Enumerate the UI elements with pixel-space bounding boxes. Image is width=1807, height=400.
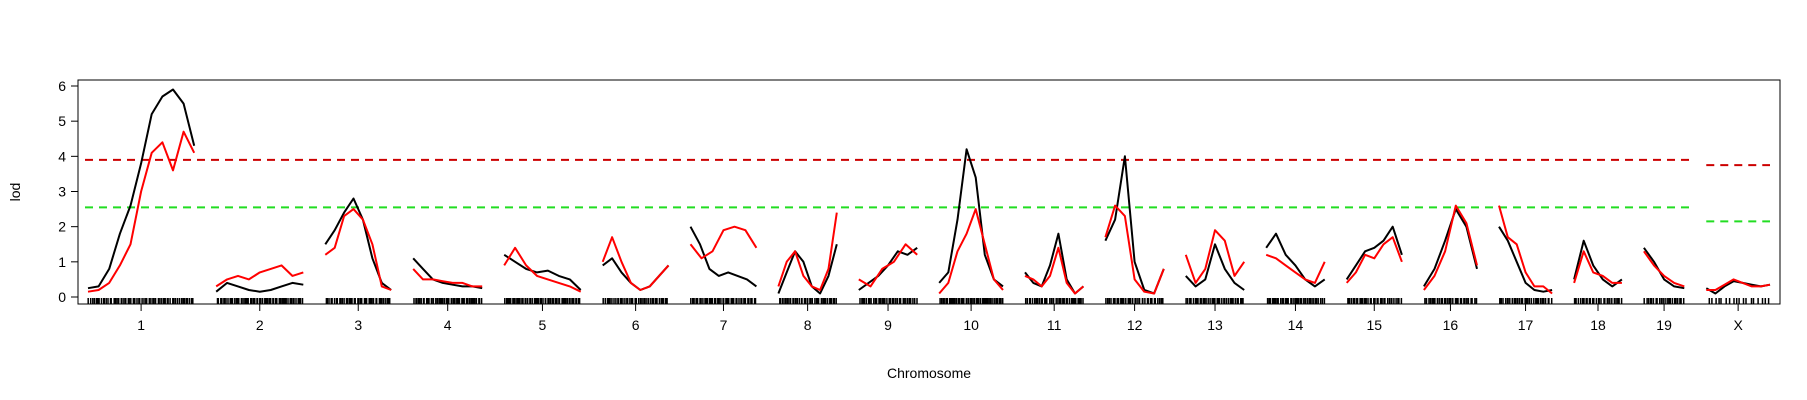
red-lod-chr-18 [1573,250,1622,284]
x-tick-label-chr-X: X [1733,317,1743,333]
x-tick-label-chr-13: 13 [1207,317,1223,333]
marker-rug-chr-2 [216,298,304,304]
black-lod-chr-8 [777,244,838,295]
red-lod-chr-17 [1498,205,1553,295]
x-tick-label-chr-4: 4 [444,317,452,333]
red-lod-chr-6 [601,236,670,291]
y-tick-label-4: 4 [58,148,66,164]
marker-rug-chr-8 [779,298,837,304]
x-tick-label-chr-5: 5 [539,317,547,333]
black-lod-chr-17 [1498,226,1553,293]
y-tick-label-2: 2 [58,219,66,235]
x-axis-title: Chromosome [887,365,971,381]
red-lod-chr-5 [503,246,582,293]
black-lod-chr-7 [689,226,757,288]
marker-rug-chr-11 [1024,298,1084,304]
x-tick-label-chr-12: 12 [1127,317,1143,333]
marker-rug-chr-4 [413,298,483,304]
red-lod-chr-X [1706,278,1771,291]
marker-rug-chr-13 [1185,298,1244,304]
red-lod-chr-13 [1184,229,1246,284]
x-tick-label-chr-16: 16 [1443,317,1459,333]
red-lod-chr-1 [87,130,196,293]
marker-rug-chr-3 [325,298,391,304]
y-tick-label-1: 1 [58,254,66,270]
y-tick-label-6: 6 [58,78,66,94]
x-tick-label-chr-7: 7 [720,317,728,333]
marker-rug-chr-1 [87,298,194,304]
x-tick-label-chr-18: 18 [1590,317,1606,333]
red-lod-chr-2 [215,264,304,288]
red-lod-chr-4 [412,268,483,288]
x-tick-label-chr-8: 8 [804,317,812,333]
black-lod-chr-16 [1423,208,1478,287]
black-lod-chr-18 [1573,239,1623,288]
black-lod-chr-2 [215,281,304,293]
marker-rug-chr-19 [1643,298,1685,304]
black-lod-chr-5 [503,253,582,291]
red-lod-chr-7 [689,225,758,260]
marker-rug-chr-10 [939,298,1004,304]
x-tick-label-chr-6: 6 [632,317,640,333]
black-lod-chr-10 [938,148,1004,288]
red-lod-chr-3 [324,208,392,291]
marker-rug-chr-18 [1573,298,1623,304]
marker-rug [87,298,1770,304]
x-axis: 1 2 3 4 5 6 7 8 9 10 11 12 13 14 15 16 17 18 19 X [137,304,1743,333]
y-axis-title: lod [7,183,23,202]
black-lod-chr-14 [1265,232,1326,288]
black-lod-chr-19 [1643,247,1685,290]
x-tick-label-chr-19: 19 [1656,317,1672,333]
black-lod-chr-4 [412,257,483,290]
red-lod-chr-19 [1643,250,1685,288]
red-lod-chr-15 [1345,236,1403,284]
marker-rug-chr-6 [602,298,668,304]
marker-rug-chr-5 [504,298,581,304]
y-axis: 0 1 2 3 4 5 6 [58,78,78,305]
black-lod-chr-1 [87,88,196,290]
marker-rug-chr-12 [1105,298,1164,304]
x-tick-label-chr-2: 2 [256,317,264,333]
x-tick-label-chr-14: 14 [1288,317,1304,333]
red-lod-chr-16 [1423,204,1478,291]
x-tick-label-chr-3: 3 [354,317,362,333]
threshold-lines [85,158,1770,223]
red-lod-chr-9 [858,243,918,288]
black-lod-chr-13 [1185,243,1245,291]
marker-rug-chr-15 [1347,298,1403,304]
marker-rug-chr-9 [859,298,918,304]
x-tick-label-chr-10: 10 [963,317,979,333]
red-lod-chr-10 [938,208,1004,295]
marker-rug-chr-7 [690,298,757,304]
marker-rug-chr-17 [1499,298,1553,304]
black-lod-chr-15 [1345,225,1403,280]
x-tick-label-chr-9: 9 [884,317,892,333]
marker-rug-chr-16 [1424,298,1478,304]
y-tick-label-5: 5 [58,113,66,129]
marker-rug-chr-14 [1266,298,1326,304]
lod-series [87,88,1771,295]
red-lod-chr-12 [1104,204,1165,295]
x-tick-label-chr-11: 11 [1047,317,1062,333]
x-tick-label-chr-1: 1 [137,317,145,333]
x-tick-label-chr-17: 17 [1518,317,1534,333]
red-lod-chr-11 [1024,246,1085,295]
marker-rug-chr-X [1708,298,1770,304]
x-tick-label-chr-15: 15 [1366,317,1382,333]
y-tick-label-3: 3 [58,184,66,200]
red-lod-chr-14 [1265,253,1326,284]
red-lod-chr-8 [777,212,838,291]
y-tick-label-0: 0 [58,289,66,305]
